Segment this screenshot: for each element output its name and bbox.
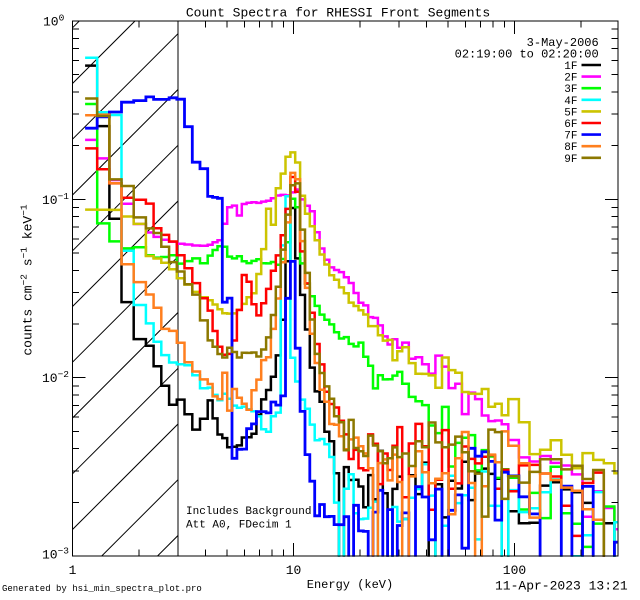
svg-text:5F: 5F [564,107,577,119]
svg-text:counts cm−2 s−1 keV−1: counts cm−2 s−1 keV−1 [19,204,36,356]
svg-text:100: 100 [503,563,526,578]
svg-text:1: 1 [69,563,77,578]
svg-text:Generated by hsi_min_spectra_p: Generated by hsi_min_spectra_plot.pro [2,584,202,594]
svg-text:11-Apr-2023 13:21: 11-Apr-2023 13:21 [495,579,628,594]
svg-text:2F: 2F [564,73,577,85]
svg-text:3F: 3F [564,84,577,96]
svg-text:9F: 9F [564,154,577,166]
svg-text:6F: 6F [564,119,577,131]
svg-text:1F: 1F [564,61,577,73]
svg-text:8F: 8F [564,142,577,154]
svg-text:Includes Background: Includes Background [186,506,311,518]
svg-text:4F: 4F [564,96,577,108]
svg-text:7F: 7F [564,131,577,143]
svg-text:3-May-2006: 3-May-2006 [527,36,599,50]
svg-text:02:19:00 to 02:20:00: 02:19:00 to 02:20:00 [455,48,599,62]
svg-text:Count Spectra for RHESSI Front: Count Spectra for RHESSI Front Segments [186,6,490,21]
svg-text:Energy (keV): Energy (keV) [307,578,393,592]
svg-text:Att A0, FDecim 1: Att A0, FDecim 1 [186,520,292,532]
svg-text:10: 10 [286,563,302,578]
